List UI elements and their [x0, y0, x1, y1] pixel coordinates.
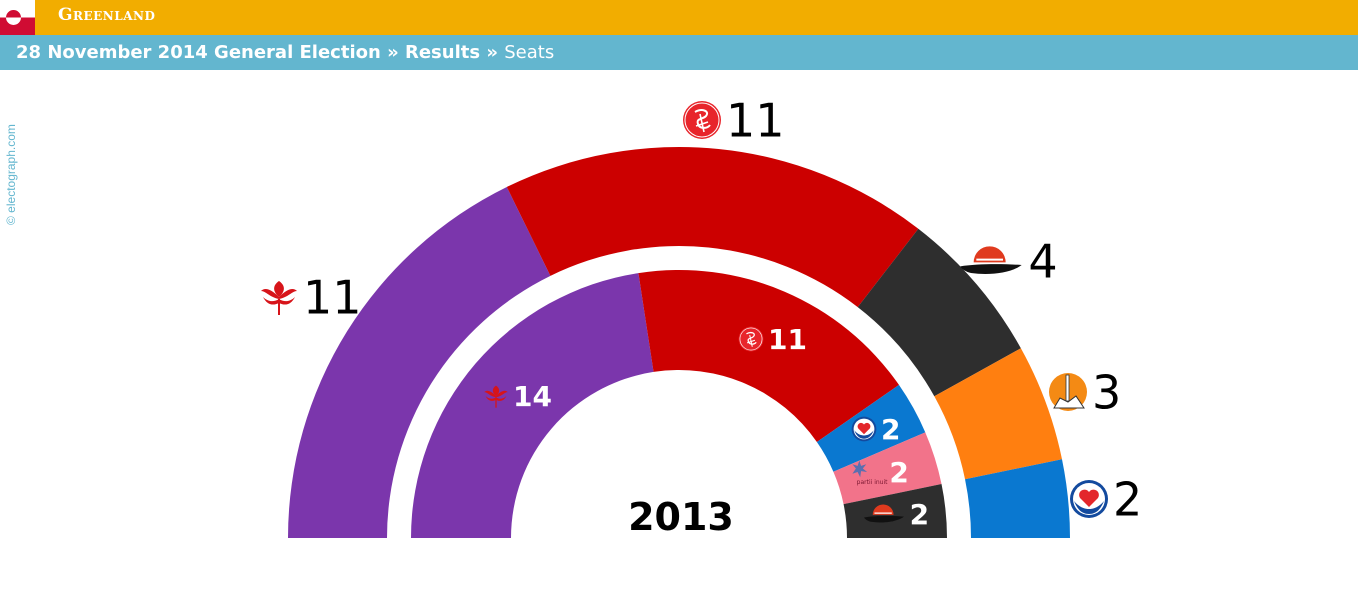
seat-count: 2: [881, 413, 900, 446]
atassut-icon: [959, 245, 1023, 275]
seat-label-2013-partii-inuit: partii inuit 2: [852, 456, 909, 489]
seat-label-2014-siumut: 11: [261, 271, 362, 325]
partii-naleraq-icon: [1048, 372, 1088, 412]
breadcrumb: 28 November 2014 General Election » Resu…: [16, 35, 554, 70]
slice-2013-atassut: [843, 484, 947, 538]
country-title[interactable]: Greenland: [58, 5, 156, 25]
seat-count: 2: [889, 456, 908, 489]
seat-count: 11: [768, 323, 807, 356]
seat-label-2014-partii-naleraq: 3: [1048, 366, 1121, 420]
seat-count: 4: [1028, 235, 1057, 289]
demokraatit-icon: [1070, 480, 1108, 518]
seat-label-2014-demokraatit: 2: [1070, 473, 1142, 527]
seat-count: 11: [726, 94, 785, 148]
seat-count: 14: [513, 380, 552, 413]
breadcrumb-election-link[interactable]: 28 November 2014 General Election: [16, 42, 381, 63]
inner-ring-year-label: 2013: [628, 495, 734, 539]
breadcrumb-current: Seats: [504, 42, 555, 63]
seat-count: 3: [1092, 366, 1121, 420]
seat-label-2013-inuit-ataqatigiit: 11: [738, 323, 807, 356]
seat-label-2014-atassut: 4: [959, 235, 1058, 289]
seat-count: 2: [910, 498, 929, 531]
seat-count: 2: [1113, 473, 1142, 527]
breadcrumb-results-link[interactable]: Results: [404, 42, 481, 63]
inuit-ataqatigiit-icon: [682, 100, 722, 140]
seat-label-2014-inuit-ataqatigiit: 11: [682, 94, 785, 148]
country-header-bar: Greenland: [0, 0, 1358, 35]
slice-2014-demokraatit: [965, 459, 1070, 538]
slice-2014-siumut: [288, 186, 551, 538]
breadcrumb-separator: »: [380, 42, 405, 63]
seat-label-2013-atassut: 2: [863, 498, 929, 531]
slice-2014-partii-naleraq: [934, 348, 1062, 480]
seat-arcs: [288, 146, 1070, 538]
siumut-icon: [261, 281, 297, 315]
seat-label-2013-siumut: 14: [484, 380, 552, 413]
slice-2014-atassut: [857, 228, 1021, 397]
slice-2014-inuit-ataqatigiit: [506, 146, 919, 308]
partii-inuit-icon-text: partii inuit: [857, 479, 888, 486]
breadcrumb-separator: »: [480, 42, 505, 63]
slice-2013-inuit-ataqatigiit: [638, 269, 899, 443]
slice-2013-partii-inuit: [833, 432, 942, 505]
seat-count: 11: [303, 271, 362, 325]
demokraatit-icon: [851, 416, 877, 442]
seat-label-2013-demokraatit: 2: [851, 413, 900, 446]
inuit-ataqatigiit-icon: [738, 326, 764, 352]
slice-2013-siumut: [411, 273, 654, 538]
greenland-flag-icon: [0, 0, 35, 35]
breadcrumb-bar: 28 November 2014 General Election » Resu…: [0, 35, 1358, 70]
